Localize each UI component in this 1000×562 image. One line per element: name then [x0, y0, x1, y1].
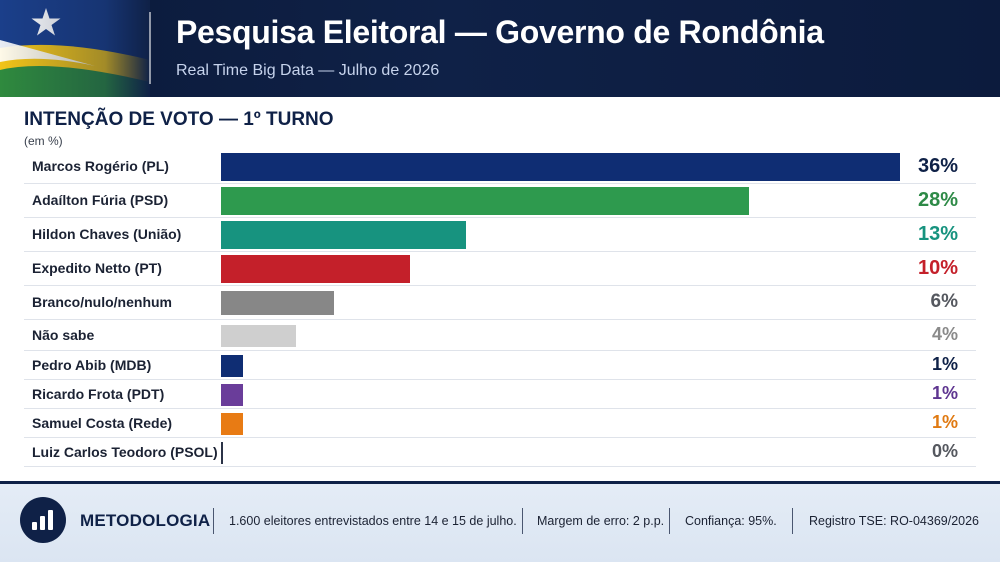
- methodology-confidence: Confiança: 95%.: [685, 514, 777, 528]
- category-label: Ricardo Frota (PDT): [32, 385, 165, 402]
- value-label: 28%: [917, 188, 958, 211]
- value-label: 1%: [931, 383, 958, 404]
- chart-row: Hildon Chaves (União) 13%: [24, 218, 976, 252]
- category-label: Pedro Abib (MDB): [32, 356, 152, 373]
- chart-row: Marcos Rogério (PL) 36%: [24, 150, 976, 184]
- chart-row: Expedito Netto (PT) 10%: [24, 252, 976, 286]
- value-label: 1%: [931, 412, 958, 433]
- value-label: 13%: [917, 222, 958, 245]
- bar: [221, 324, 297, 347]
- footer-divider: [669, 508, 670, 534]
- bar-chart-icon: [20, 497, 66, 543]
- category-label: Hildon Chaves (União): [32, 226, 182, 242]
- chart-row: Pedro Abib (MDB) 1%: [24, 351, 976, 380]
- bar: [221, 354, 243, 377]
- header-banner: Pesquisa Eleitoral — Governo de Rondônia…: [0, 0, 1000, 97]
- chart-row: Luiz Carlos Teodoro (PSOL) 0%: [24, 438, 976, 467]
- bar: [221, 383, 243, 406]
- value-label: 10%: [917, 256, 958, 279]
- methodology-sample: 1.600 eleitores entrevistados entre 14 e…: [229, 514, 517, 528]
- value-label: 0%: [931, 441, 958, 462]
- chart-row: Samuel Costa (Rede) 1%: [24, 409, 976, 438]
- chart-row: Branco/nulo/nenhum 6%: [24, 286, 976, 320]
- methodology-margin: Margem de erro: 2 p.p.: [537, 514, 665, 528]
- value-label: 6%: [930, 291, 958, 313]
- footer-divider: [213, 508, 214, 534]
- vote-intention-chart: Marcos Rogério (PL) 36% Adaílton Fúria (PS…: [0, 150, 1000, 470]
- category-label: Samuel Costa (Rede): [32, 414, 173, 431]
- methodology-title: METODOLOGIA: [80, 511, 211, 530]
- rondonia-flag-graphic: [0, 0, 150, 97]
- value-label: 1%: [931, 354, 958, 375]
- footer-divider: [792, 508, 793, 534]
- chart-unit: (em %): [24, 134, 63, 148]
- category-label: Expedito Netto (PT): [32, 260, 162, 276]
- bar: [221, 187, 750, 215]
- methodology-footer: METODOLOGIA 1.600 eleitores entrevistado…: [0, 481, 1000, 562]
- bar: [221, 291, 335, 315]
- category-label: Branco/nulo/nenhum: [32, 294, 172, 310]
- category-label: Adaílton Fúria (PSD): [32, 192, 169, 208]
- methodology-registry: Registro TSE: RO-04369/2026: [809, 514, 980, 528]
- bar: [221, 412, 243, 435]
- bar: [221, 255, 410, 283]
- page-title: Pesquisa Eleitoral — Governo de Rondônia: [176, 14, 824, 50]
- chart-title: INTENÇÃO DE VOTO — 1º TURNO: [24, 109, 334, 130]
- value-label: 36%: [917, 154, 958, 177]
- value-label: 4%: [931, 324, 958, 345]
- category-label: Não sabe: [32, 326, 95, 343]
- page-subtitle: Real Time Big Data — Julho de 2026: [176, 62, 440, 79]
- bar: [221, 153, 900, 181]
- chart-row: Adaílton Fúria (PSD) 28%: [24, 184, 976, 218]
- footer-divider: [522, 508, 523, 534]
- header-divider: [149, 12, 151, 84]
- bar: [221, 441, 223, 464]
- chart-row: Ricardo Frota (PDT) 1%: [24, 380, 976, 409]
- chart-row: Não sabe 4%: [24, 320, 976, 351]
- category-label: Marcos Rogério (PL): [32, 158, 169, 174]
- bar: [221, 221, 467, 249]
- category-label: Luiz Carlos Teodoro (PSOL): [32, 443, 218, 460]
